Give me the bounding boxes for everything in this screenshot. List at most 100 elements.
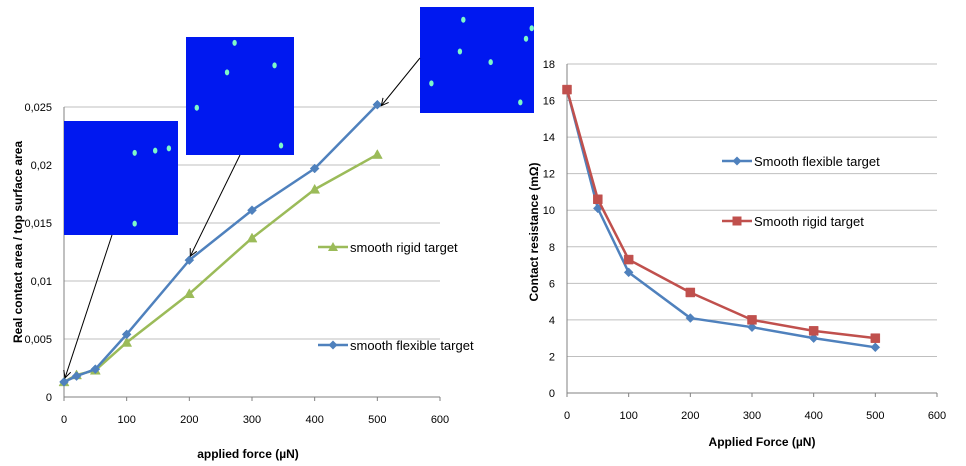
data-point-1-5 bbox=[808, 326, 819, 336]
inset-spot bbox=[194, 104, 199, 111]
data-point-1-3 bbox=[121, 329, 132, 340]
inset-spot bbox=[518, 99, 523, 106]
inset-spot bbox=[132, 220, 137, 227]
data-point-0-6 bbox=[870, 342, 881, 353]
inset-pointer-arrowhead bbox=[189, 248, 198, 258]
y-tick-label: 0 bbox=[549, 388, 555, 400]
contact-area-chart: 0 0,005 0,01 0,015 0,02 0,025 0 100 200 300 400 500… bbox=[11, 7, 534, 461]
legend-entry-rigid: Smooth rigid target bbox=[722, 214, 864, 229]
legend-marker-rigid bbox=[732, 216, 742, 226]
data-point-1-7 bbox=[372, 99, 383, 110]
x-tick-label: 0 bbox=[61, 414, 67, 426]
legend-entry-flexible: smooth flexible target bbox=[318, 338, 474, 353]
inset-spot bbox=[224, 69, 230, 76]
data-point-0-7 bbox=[371, 149, 383, 159]
data-point-1-4 bbox=[747, 315, 757, 325]
data-point-1-4 bbox=[184, 255, 195, 265]
y-axis-title: Contact resistance (mΩ) bbox=[527, 163, 541, 302]
y-tick-label: 0,005 bbox=[24, 334, 52, 346]
inset-pointer-line bbox=[189, 154, 241, 257]
y-axis-title: Real contact area / top surface area bbox=[11, 141, 25, 343]
legend-marker-flexible bbox=[732, 156, 742, 166]
inset-spot bbox=[232, 39, 237, 46]
inset-pointer-line bbox=[64, 234, 113, 379]
legend-label-rigid: smooth rigid target bbox=[350, 240, 458, 255]
x-tick-label: 100 bbox=[117, 414, 135, 426]
inset-background bbox=[64, 121, 178, 235]
y-tick-label: 2 bbox=[549, 351, 555, 363]
data-point-0-4 bbox=[747, 322, 757, 333]
inset-background bbox=[420, 7, 534, 113]
x-tick-label: 500 bbox=[368, 414, 386, 426]
legend-entry-rigid: smooth rigid target bbox=[318, 240, 458, 255]
data-point-1-2 bbox=[623, 254, 634, 265]
data-point-1-0 bbox=[562, 84, 572, 95]
legend-entry-flexible: Smooth flexible target bbox=[722, 154, 880, 169]
contact-resistance-chart: 0 2 4 6 8 10 12 14 16 18 0 100 200 300 400 500 600 Smoot… bbox=[527, 59, 946, 449]
inset-spot bbox=[153, 147, 158, 154]
data-point-1-1 bbox=[593, 194, 603, 205]
inset-spot bbox=[461, 16, 466, 23]
data-point-1-6 bbox=[870, 333, 881, 343]
x-tick-label: 300 bbox=[743, 410, 761, 422]
data-point-1-6 bbox=[309, 163, 320, 174]
data-point-0-3 bbox=[685, 313, 696, 323]
y-tick-label: 0 bbox=[46, 392, 52, 404]
x-tick-label: 600 bbox=[928, 410, 946, 422]
data-point-0-2 bbox=[623, 267, 634, 278]
legend-marker-rigid bbox=[328, 242, 338, 251]
x-tick-label: 200 bbox=[180, 414, 198, 426]
x-tick-label: 100 bbox=[619, 410, 637, 422]
y-tick-label: 0,015 bbox=[24, 218, 52, 230]
contact-map-inset-200 bbox=[186, 37, 294, 258]
inset-spot bbox=[278, 142, 284, 149]
y-tick-label: 4 bbox=[549, 315, 555, 327]
data-point-0-5 bbox=[808, 333, 819, 344]
inset-pointer-arrowhead bbox=[63, 369, 72, 379]
legend-label-flexible: smooth flexible target bbox=[350, 338, 474, 353]
x-tick-label: 400 bbox=[804, 410, 822, 422]
legend-label-rigid: Smooth rigid target bbox=[754, 214, 864, 229]
y-tick-label: 10 bbox=[543, 205, 555, 217]
x-tick-label: 200 bbox=[681, 410, 699, 422]
y-tick-label: 0,02 bbox=[31, 160, 52, 172]
data-point-0-4 bbox=[183, 288, 195, 299]
x-tick-label: 400 bbox=[305, 414, 323, 426]
inset-spot bbox=[166, 145, 172, 152]
inset-pointer-arrowhead bbox=[380, 97, 389, 107]
x-tick-label: 300 bbox=[243, 414, 261, 426]
inset-spot bbox=[429, 80, 434, 87]
data-point-0-6 bbox=[309, 183, 321, 194]
inset-background bbox=[186, 37, 294, 155]
y-tick-label: 14 bbox=[543, 132, 555, 144]
data-point-0-3 bbox=[121, 336, 133, 347]
inset-spot bbox=[488, 59, 493, 66]
x-tick-label: 600 bbox=[431, 414, 449, 426]
inset-spot bbox=[523, 35, 529, 42]
data-point-1-2 bbox=[90, 364, 101, 375]
y-tick-label: 0,025 bbox=[24, 102, 52, 114]
legend-label-flexible: Smooth flexible target bbox=[754, 154, 880, 169]
contact-map-inset-500 bbox=[380, 7, 534, 113]
inset-spot bbox=[529, 25, 534, 32]
data-point-0-5 bbox=[246, 232, 258, 243]
inset-spot bbox=[457, 48, 463, 55]
y-tick-label: 8 bbox=[549, 242, 555, 254]
data-point-1-3 bbox=[685, 287, 696, 298]
y-tick-label: 18 bbox=[543, 59, 555, 71]
x-tick-label: 500 bbox=[866, 410, 884, 422]
data-point-1-5 bbox=[247, 205, 257, 216]
data-point-1-0 bbox=[59, 377, 69, 387]
inset-spot bbox=[272, 62, 277, 69]
y-tick-label: 12 bbox=[543, 169, 555, 181]
contact-map-inset-0 bbox=[63, 121, 178, 379]
x-axis-title: Applied Force (µN) bbox=[709, 435, 816, 449]
y-tick-label: 6 bbox=[549, 278, 555, 290]
x-tick-label: 0 bbox=[564, 410, 570, 422]
x-axis-title: applied force (µN) bbox=[197, 447, 299, 461]
legend-marker-flexible bbox=[328, 340, 338, 350]
inset-spot bbox=[132, 149, 137, 156]
y-tick-label: 0,01 bbox=[31, 276, 52, 288]
y-tick-label: 16 bbox=[543, 96, 555, 108]
